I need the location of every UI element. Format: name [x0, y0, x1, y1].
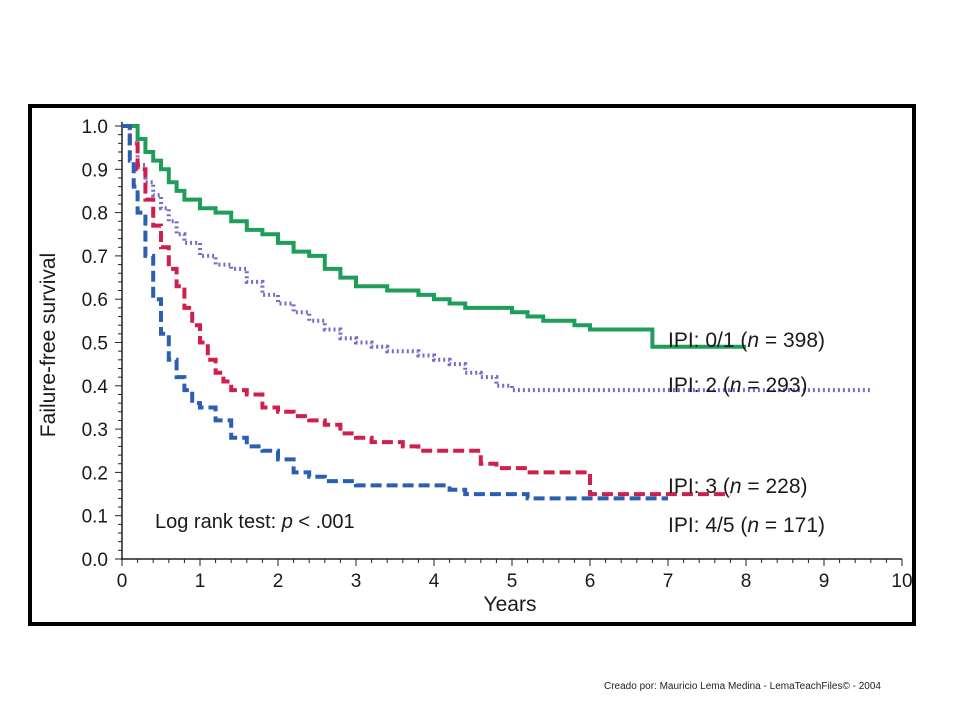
labels-layer: IPI: 0/1 (n = 398) IPI: 2 (n = 293) IPI: 3… [668, 329, 825, 537]
x-tick-label: 9 [819, 571, 830, 592]
axes-layer: 0.0 0.1 0.2 0.3 0.4 0.5 0.6 0.7 0.8 0.9 1.0 0 1 2 3 4 5 6… [82, 117, 912, 592]
y-tick-label: 0.1 [82, 507, 108, 528]
y-tick-label: 0.6 [82, 290, 108, 311]
survival-chart-frame: 0.0 0.1 0.2 0.3 0.4 0.5 0.6 0.7 0.8 0.9 1.0 0 1 2 3 4 5 6… [28, 104, 916, 626]
y-tick-label: 0.9 [82, 160, 108, 181]
x-axis-label: Years [484, 593, 537, 616]
x-tick-label: 6 [585, 571, 596, 592]
series-layer [122, 124, 871, 501]
y-tick-label: 0.5 [82, 334, 108, 355]
series-line-1 [122, 124, 746, 349]
x-tick-label: 4 [429, 571, 440, 592]
series-line-2 [122, 124, 871, 393]
series-line-3 [122, 124, 731, 497]
y-tick-label: 0.7 [82, 247, 108, 268]
x-tick-label: 2 [273, 571, 284, 592]
series-label-1: IPI: 0/1 (n = 398) [668, 329, 825, 352]
y-tick-label: 0.4 [82, 377, 109, 398]
y-axis-label: Failure-free survival [37, 253, 60, 437]
y-tick-label: 0.0 [82, 550, 108, 571]
survival-chart: 0.0 0.1 0.2 0.3 0.4 0.5 0.6 0.7 0.8 0.9 1.0 0 1 2 3 4 5 6… [37, 117, 912, 616]
x-tick-label: 5 [507, 571, 518, 592]
y-tick-label: 0.3 [82, 420, 108, 441]
y-tick-label: 0.2 [82, 463, 108, 484]
x-tick-label: 8 [741, 571, 752, 592]
x-tick-label: 1 [195, 571, 206, 592]
y-tick-label: 1.0 [82, 117, 108, 138]
log-rank-annotation: Log rank test: p < .001 [155, 511, 355, 533]
x-tick-label: 0 [117, 571, 128, 592]
series-line-4 [122, 124, 668, 501]
y-tick-label: 0.8 [82, 204, 108, 225]
series-label-2: IPI: 2 (n = 293) [668, 374, 808, 397]
x-tick-label: 7 [663, 571, 674, 592]
x-tick-label: 10 [891, 571, 912, 592]
footer-credit: Creado por: Mauricio Lema Medina - LemaT… [604, 681, 881, 692]
x-tick-label: 3 [351, 571, 362, 592]
series-label-3: IPI: 3 (n = 228) [668, 475, 808, 498]
series-label-4: IPI: 4/5 (n = 171) [668, 514, 825, 537]
